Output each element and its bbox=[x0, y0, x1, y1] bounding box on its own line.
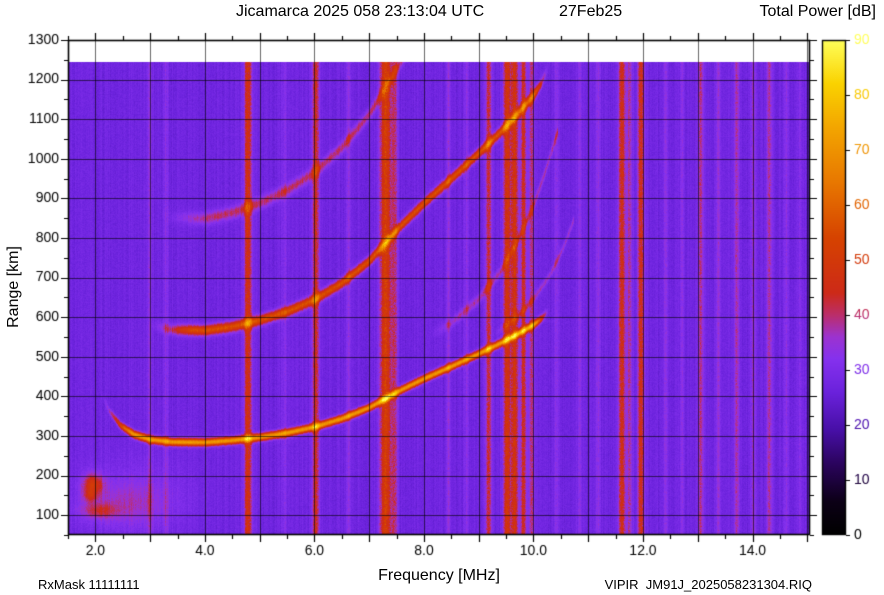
colorbar-title: Total Power [dB] bbox=[759, 3, 877, 20]
y-axis-label: Range [km] bbox=[5, 246, 22, 328]
rxmask-label: RxMask 11111111 bbox=[38, 577, 140, 592]
plot-date: 27Feb25 bbox=[559, 3, 623, 20]
filename-label: VIPIR JM91J_2025058231304.RIQ bbox=[604, 577, 812, 592]
x-axis-label: Frequency [MHz] bbox=[378, 567, 500, 584]
plot-title: Jicamarca 2025 058 23:13:04 UTC bbox=[236, 3, 485, 20]
